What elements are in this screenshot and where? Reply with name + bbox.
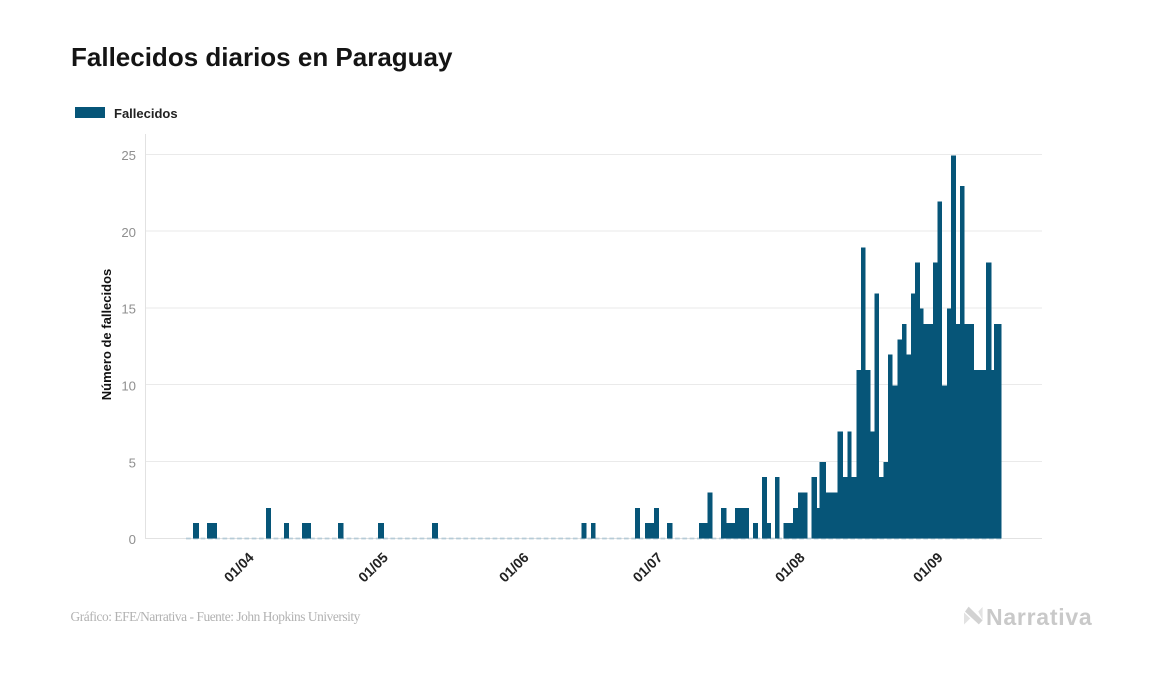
svg-text:25: 25 <box>121 148 136 163</box>
svg-text:01/04: 01/04 <box>221 549 257 585</box>
svg-text:20: 20 <box>121 225 136 240</box>
svg-text:01/07: 01/07 <box>629 549 665 585</box>
svg-text:01/09: 01/09 <box>910 549 946 585</box>
svg-text:15: 15 <box>121 302 136 317</box>
svg-text:0: 0 <box>129 532 136 547</box>
svg-text:01/05: 01/05 <box>355 549 391 585</box>
svg-text:01/08: 01/08 <box>772 549 808 585</box>
svg-text:5: 5 <box>129 455 136 470</box>
svg-text:Número de fallecidos: Número de fallecidos <box>99 269 114 400</box>
svg-text:01/06: 01/06 <box>496 549 532 585</box>
svg-text:10: 10 <box>121 379 136 394</box>
